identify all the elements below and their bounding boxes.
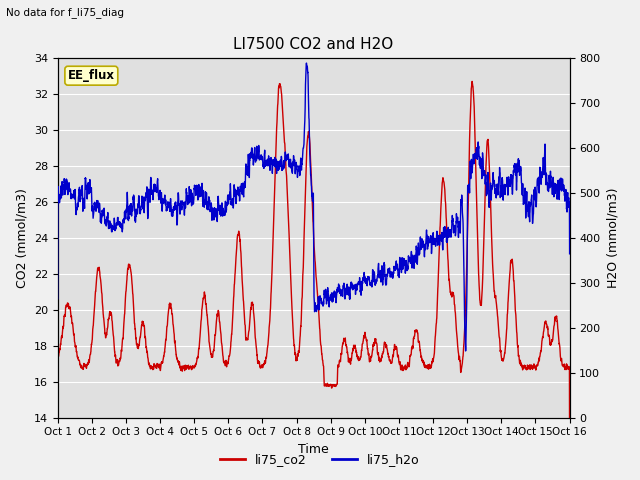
Text: No data for f_li75_diag: No data for f_li75_diag [6, 7, 124, 18]
Title: LI7500 CO2 and H2O: LI7500 CO2 and H2O [234, 37, 394, 52]
Y-axis label: H2O (mmol/m3): H2O (mmol/m3) [606, 187, 619, 288]
Y-axis label: CO2 (mmol/m3): CO2 (mmol/m3) [15, 188, 28, 288]
Legend: li75_co2, li75_h2o: li75_co2, li75_h2o [215, 448, 425, 471]
X-axis label: Time: Time [298, 443, 329, 456]
Text: EE_flux: EE_flux [68, 69, 115, 82]
